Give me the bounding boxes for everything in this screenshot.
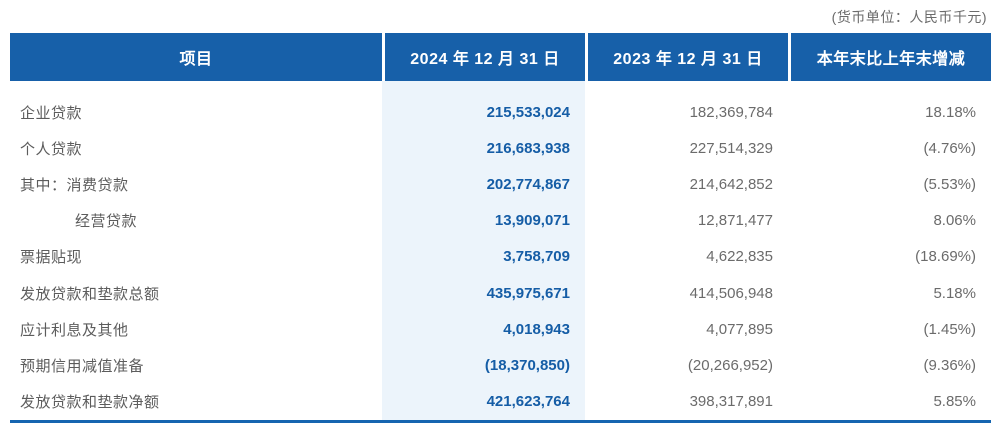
row-value-2023: 414,506,948 bbox=[689, 284, 773, 302]
row-value-2023: 12,871,477 bbox=[697, 212, 773, 230]
row-value-2024: 216,683,938 bbox=[382, 130, 585, 167]
header-2024-12-31: 2024 年 12 月 31 日 bbox=[382, 33, 585, 81]
row-value-2023: 398,317,891 bbox=[689, 393, 773, 411]
row-value-2024: (18,370,850) bbox=[382, 347, 585, 384]
row-change-pct: 5.85% bbox=[933, 393, 976, 411]
loans-breakdown-table: 项目 2024 年 12 月 31 日 2023 年 12 月 31 日 本年末… bbox=[10, 33, 991, 423]
row-change-pct: 18.18% bbox=[925, 103, 976, 121]
table-row: 个人贷款 216,683,938 227,514,329 (4.76%) bbox=[10, 130, 991, 167]
row-change-pct: (18.69%) bbox=[915, 248, 976, 266]
row-label: 预期信用减值准备 bbox=[20, 357, 145, 375]
row-label: 票据贴现 bbox=[20, 249, 83, 267]
row-value-2024: 215,533,024 bbox=[382, 94, 585, 131]
row-label: 发放贷款和垫款净额 bbox=[20, 394, 160, 412]
row-value-2023: 4,077,895 bbox=[706, 320, 773, 338]
row-change-pct: (4.76%) bbox=[923, 139, 976, 157]
row-change-pct: (1.45%) bbox=[923, 320, 976, 338]
row-value-2023: 214,642,852 bbox=[689, 175, 773, 193]
row-change-pct: 8.06% bbox=[933, 212, 976, 230]
table-bottom-rule bbox=[10, 419, 991, 423]
row-value-2024: 202,774,867 bbox=[382, 166, 585, 203]
table-row: 其中：消费贷款 202,774,867 214,642,852 (5.53%) bbox=[10, 166, 991, 203]
row-value-2023: 227,514,329 bbox=[689, 139, 773, 157]
table-top-spacer bbox=[10, 81, 991, 94]
table-row: 票据贴现 3,758,709 4,622,835 (18.69%) bbox=[10, 238, 991, 275]
table-row: 预期信用减值准备 (18,370,850) (20,266,952) (9.36… bbox=[10, 347, 991, 384]
row-value-2023: 182,369,784 bbox=[689, 103, 773, 121]
table-row: 企业贷款 215,533,024 182,369,784 18.18% bbox=[10, 94, 991, 131]
header-2023-12-31: 2023 年 12 月 31 日 bbox=[585, 33, 788, 81]
row-value-2024: 3,758,709 bbox=[382, 238, 585, 275]
row-label: 企业贷款 bbox=[20, 104, 83, 122]
row-change-pct: 5.18% bbox=[933, 284, 976, 302]
row-value-2024: 435,975,671 bbox=[382, 274, 585, 312]
table-row: 发放贷款和垫款总额 435,975,671 414,506,948 5.18% bbox=[10, 274, 991, 312]
row-value-2024: 4,018,943 bbox=[382, 311, 585, 348]
table-row: 发放贷款和垫款净额 421,623,764 398,317,891 5.85% bbox=[10, 383, 991, 420]
table-body: 企业贷款 215,533,024 182,369,784 18.18% 个人贷款… bbox=[10, 81, 991, 420]
row-label: 经营贷款 bbox=[75, 213, 138, 231]
row-value-2024: 421,623,764 bbox=[382, 383, 585, 420]
currency-unit-note: (货币单位：人民币千元) bbox=[831, 9, 987, 25]
row-change-pct: (9.36%) bbox=[923, 356, 976, 374]
row-label: 个人贷款 bbox=[20, 140, 83, 158]
row-value-2023: (20,266,952) bbox=[687, 356, 773, 374]
table-row: 应计利息及其他 4,018,943 4,077,895 (1.45%) bbox=[10, 311, 991, 348]
row-label: 应计利息及其他 bbox=[20, 321, 129, 339]
header-item: 项目 bbox=[10, 33, 382, 81]
row-label: 发放贷款和垫款总额 bbox=[20, 285, 160, 303]
row-change-pct: (5.53%) bbox=[923, 175, 976, 193]
row-label: 其中：消费贷款 bbox=[20, 176, 129, 194]
row-value-2024: 13,909,071 bbox=[382, 202, 585, 239]
table-row: 经营贷款 13,909,071 12,871,477 8.06% bbox=[10, 202, 991, 239]
row-value-2023: 4,622,835 bbox=[706, 248, 773, 266]
table-header-row: 项目 2024 年 12 月 31 日 2023 年 12 月 31 日 本年末… bbox=[10, 33, 991, 81]
header-yoy-change: 本年末比上年末增减 bbox=[788, 33, 991, 81]
